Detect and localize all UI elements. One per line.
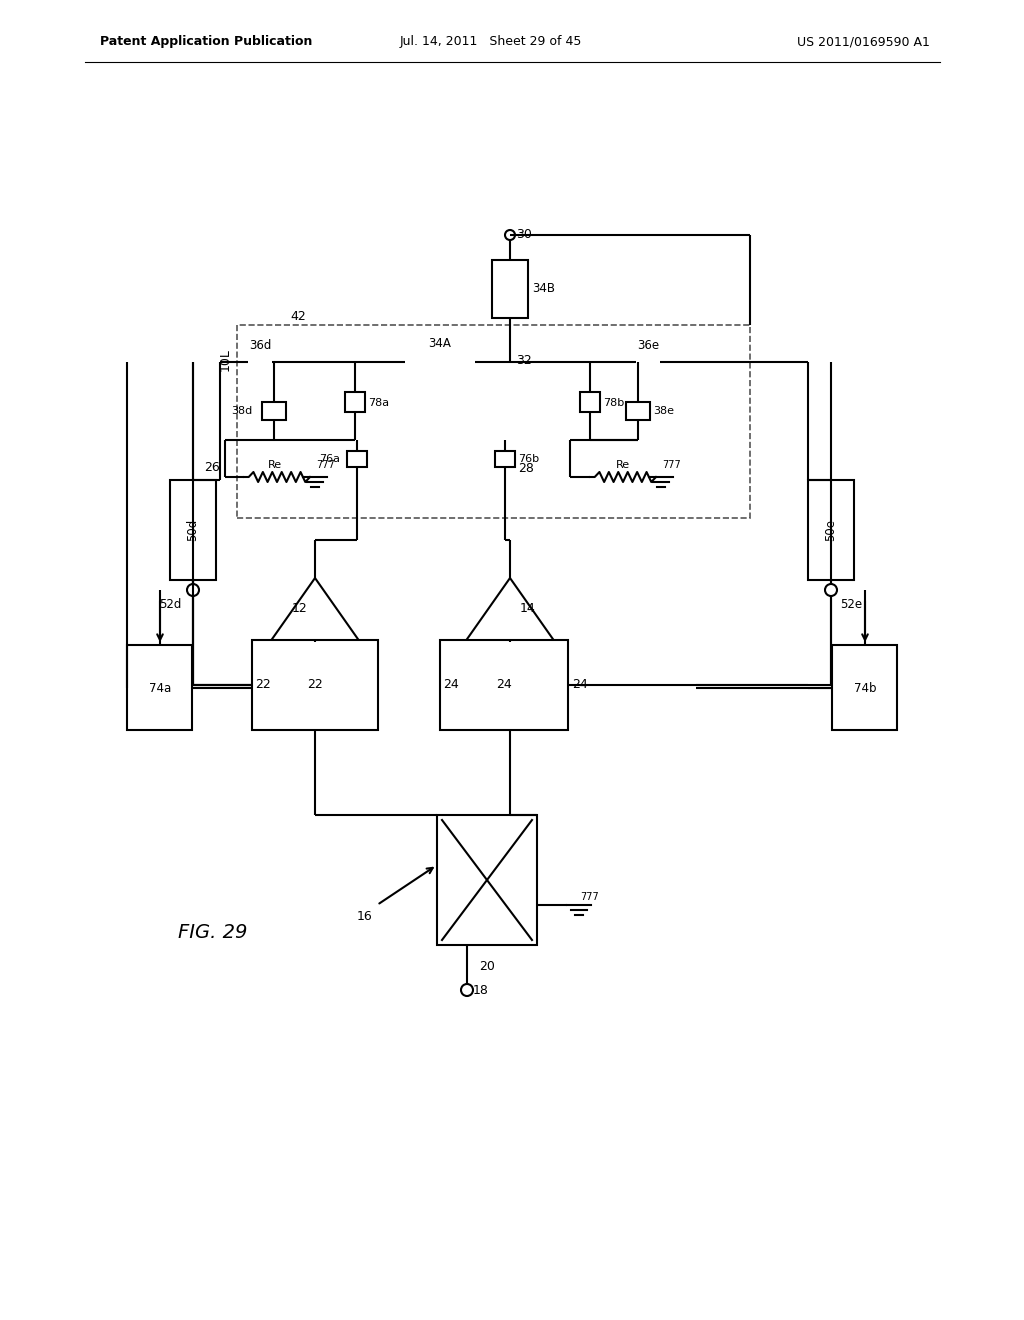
- Text: 24: 24: [443, 678, 459, 692]
- Text: 28: 28: [518, 462, 534, 475]
- Text: Jul. 14, 2011   Sheet 29 of 45: Jul. 14, 2011 Sheet 29 of 45: [400, 36, 583, 49]
- Bar: [252, 640, 378, 730]
- Text: 50d: 50d: [186, 519, 200, 541]
- Text: 14: 14: [520, 602, 536, 615]
- Text: 76b: 76b: [518, 454, 539, 465]
- Text: 32: 32: [516, 354, 531, 367]
- Text: 16: 16: [356, 909, 372, 923]
- Bar: [127, 645, 193, 730]
- Text: 50e: 50e: [824, 519, 838, 541]
- Text: 38d: 38d: [230, 407, 252, 416]
- Text: Re: Re: [268, 459, 282, 470]
- Text: Patent Application Publication: Patent Application Publication: [100, 36, 312, 49]
- Text: 777: 777: [662, 459, 681, 470]
- Bar: [808, 480, 854, 579]
- Bar: [262, 403, 286, 420]
- Bar: [580, 392, 600, 412]
- Text: 22: 22: [307, 678, 323, 692]
- Text: 36e: 36e: [637, 339, 659, 352]
- Text: US 2011/0169590 A1: US 2011/0169590 A1: [797, 36, 930, 49]
- Bar: [406, 352, 475, 372]
- Text: 78b: 78b: [603, 399, 625, 408]
- Text: 76a: 76a: [319, 454, 340, 465]
- Bar: [347, 451, 367, 467]
- Text: 36d: 36d: [249, 339, 271, 352]
- Text: 24: 24: [572, 678, 588, 692]
- Bar: [495, 451, 515, 467]
- Text: 12: 12: [291, 602, 307, 615]
- Text: 74b: 74b: [854, 681, 877, 694]
- Bar: [437, 814, 537, 945]
- Text: 30: 30: [516, 228, 531, 242]
- Bar: [636, 355, 660, 370]
- Text: 20: 20: [479, 960, 495, 973]
- Bar: [237, 325, 750, 517]
- Bar: [626, 403, 650, 420]
- Bar: [248, 355, 272, 370]
- Text: 34B: 34B: [532, 282, 555, 296]
- Text: 78a: 78a: [368, 399, 389, 408]
- Bar: [831, 645, 897, 730]
- Bar: [345, 392, 365, 412]
- Bar: [492, 260, 528, 318]
- Text: Re: Re: [616, 459, 630, 470]
- Text: 34A: 34A: [429, 337, 452, 350]
- Text: FIG. 29: FIG. 29: [178, 923, 248, 942]
- Text: 777: 777: [316, 459, 335, 470]
- Text: 38e: 38e: [653, 407, 674, 416]
- Circle shape: [506, 358, 514, 366]
- Text: 52e: 52e: [840, 598, 862, 611]
- Text: 42: 42: [290, 310, 306, 323]
- Text: 74a: 74a: [148, 681, 171, 694]
- Text: 26: 26: [204, 461, 220, 474]
- Text: 10L: 10L: [219, 348, 232, 371]
- Text: 24: 24: [496, 678, 512, 692]
- Text: 22: 22: [255, 678, 270, 692]
- Text: 52d: 52d: [160, 598, 182, 611]
- Bar: [170, 480, 216, 579]
- Bar: [440, 640, 568, 730]
- Text: 18: 18: [473, 983, 488, 997]
- Text: 777: 777: [580, 892, 599, 902]
